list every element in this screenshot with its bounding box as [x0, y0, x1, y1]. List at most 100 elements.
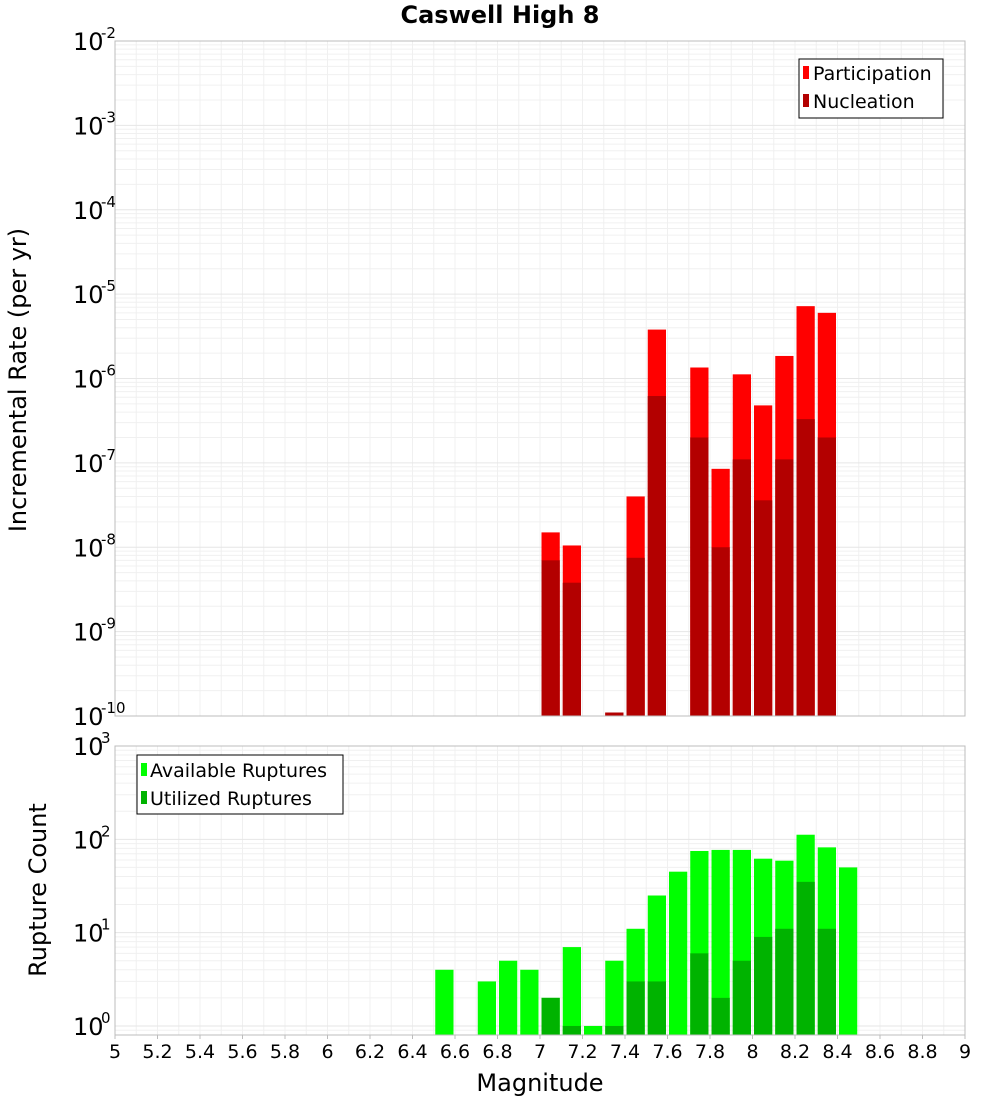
bar-available-6_9	[520, 969, 539, 1035]
legend-nucleation-label: Nucleation	[813, 91, 915, 113]
x-tick-label: 8.8	[907, 1041, 937, 1063]
top-plot-bars	[541, 306, 836, 716]
y-tick-label: 10	[73, 534, 104, 562]
legend-participation-label: Participation	[813, 63, 932, 85]
bar-nucleation-8	[754, 500, 773, 716]
bar-nucleation-8_2	[796, 419, 815, 716]
x-tick-label: 5	[109, 1041, 121, 1063]
bar-available-6_7	[477, 981, 496, 1035]
y-tick-exponent: -4	[101, 193, 116, 211]
y-tick-exponent: -10	[101, 699, 126, 717]
bar-utilized-7_7	[690, 953, 709, 1035]
x-tick-label: 6.2	[355, 1041, 385, 1063]
bar-nucleation-8_1	[775, 459, 794, 716]
x-tick-label: 8.6	[865, 1041, 895, 1063]
x-tick-label: 5.4	[185, 1041, 215, 1063]
bar-utilized-7_1	[562, 1025, 581, 1035]
x-tick-label: 6	[321, 1041, 333, 1063]
bar-available-7_2	[584, 1025, 603, 1035]
bar-available-7_6	[669, 871, 688, 1035]
y-tick-label: 10	[73, 733, 104, 761]
bar-available-7_1	[562, 947, 581, 1035]
legend-utilized-ruptures-swatch	[141, 791, 147, 804]
y-tick-label: 10	[73, 28, 104, 56]
bar-nucleation-7	[541, 560, 560, 716]
y-tick-exponent: 1	[101, 916, 111, 934]
bar-nucleation-8_3	[817, 437, 836, 716]
x-tick-label: 7.4	[610, 1041, 640, 1063]
bottom-plot-bars	[435, 834, 858, 1035]
y-tick-label: 10	[73, 366, 104, 394]
bar-utilized-7_3	[605, 1025, 624, 1035]
y-tick-label: 10	[73, 197, 104, 225]
y-tick-exponent: -2	[101, 24, 116, 42]
legend-nucleation-swatch	[803, 94, 809, 107]
bar-utilized-7_5	[647, 981, 666, 1035]
x-tick-label: 7	[534, 1041, 546, 1063]
y-tick-exponent: 2	[101, 822, 111, 840]
x-axis-ticks: 5 5.2 5.4 5.6 5.8 6 6.2 6.4 6.6 6.8 7 7.2 7.4 7.6 7.8 8…	[109, 1035, 971, 1063]
y-tick-exponent: -7	[101, 446, 116, 464]
x-tick-label: 7.2	[567, 1041, 597, 1063]
x-tick-label: 8	[746, 1041, 758, 1063]
y-tick-exponent: 0	[101, 1009, 111, 1027]
bar-utilized-7_9	[732, 960, 751, 1035]
top-plot-frame	[114, 40, 966, 717]
bar-available-6_5	[435, 969, 454, 1035]
top-y-axis-label: Incremental Rate (per yr)	[4, 228, 32, 532]
x-tick-label: 6.8	[482, 1041, 512, 1063]
top-plot-grid	[114, 40, 966, 717]
y-tick-label: 10	[73, 450, 104, 478]
bar-nucleation-7_5	[647, 396, 666, 716]
bar-nucleation-7_1	[562, 582, 581, 716]
legend-participation-swatch	[803, 66, 809, 79]
x-tick-label: 8.2	[780, 1041, 810, 1063]
x-axis-label: Magnitude	[476, 1069, 603, 1097]
x-tick-label: 9	[959, 1041, 971, 1063]
y-tick-exponent: 3	[101, 729, 111, 747]
x-tick-label: 5.8	[270, 1041, 300, 1063]
y-tick-exponent: -6	[101, 362, 116, 380]
top-legend: Participation Nucleation	[798, 58, 944, 119]
legend-utilized-ruptures-label: Utilized Ruptures	[150, 788, 312, 810]
y-tick-label: 10	[73, 703, 104, 731]
bar-nucleation-7_8	[711, 547, 730, 716]
bar-nucleation-7_7	[690, 437, 709, 716]
x-tick-label: 5.6	[227, 1041, 257, 1063]
legend-available-ruptures-swatch	[141, 763, 147, 776]
y-tick-label: 10	[73, 1013, 104, 1041]
bar-nucleation-7_4	[626, 557, 645, 716]
bar-utilized-8_3	[817, 928, 836, 1035]
bar-utilized-7	[541, 997, 560, 1035]
bar-utilized-8_2	[796, 881, 815, 1035]
legend-available-ruptures-label: Available Ruptures	[150, 760, 327, 782]
bar-utilized-8	[754, 936, 773, 1035]
y-tick-exponent: -3	[101, 108, 116, 126]
x-tick-label: 6.4	[397, 1041, 427, 1063]
y-tick-exponent: -9	[101, 615, 116, 633]
bar-utilized-7_8	[711, 997, 730, 1035]
y-tick-label: 10	[73, 920, 104, 948]
bottom-legend: Available Ruptures Utilized Ruptures	[136, 754, 344, 815]
bar-available-6_8	[499, 960, 518, 1035]
bar-available-7_3	[605, 960, 624, 1035]
y-tick-exponent: -5	[101, 277, 116, 295]
bar-utilized-7_4	[626, 981, 645, 1035]
bar-nucleation-7_3	[605, 712, 624, 716]
bar-utilized-8_1	[775, 928, 794, 1035]
bar-available-8_4	[839, 867, 858, 1035]
x-tick-label: 7.8	[695, 1041, 725, 1063]
bottom-y-axis-label: Rupture Count	[24, 803, 52, 977]
y-tick-label: 10	[73, 112, 104, 140]
bar-nucleation-7_9	[732, 459, 751, 716]
y-tick-label: 10	[73, 619, 104, 647]
x-tick-label: 6.6	[440, 1041, 470, 1063]
y-tick-label: 10	[73, 281, 104, 309]
y-tick-label: 10	[73, 826, 104, 854]
y-tick-exponent: -8	[101, 530, 116, 548]
x-tick-label: 5.2	[142, 1041, 172, 1063]
x-tick-label: 7.6	[652, 1041, 682, 1063]
